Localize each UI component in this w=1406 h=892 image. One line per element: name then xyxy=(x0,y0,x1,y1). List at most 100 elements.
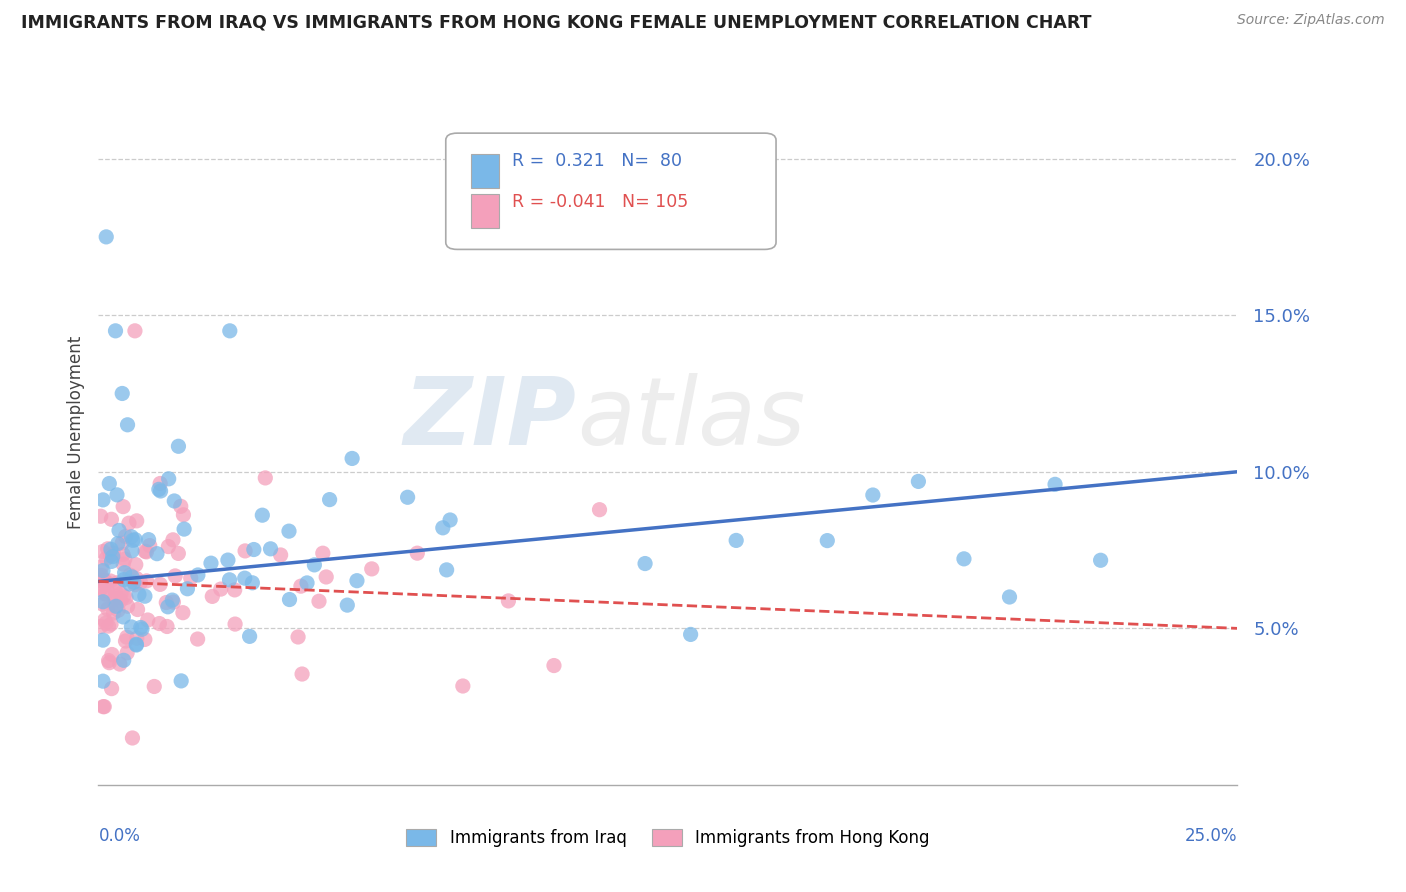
Point xyxy=(90,574,112,588)
Point xyxy=(125,637,148,651)
Point xyxy=(115,646,138,660)
Point xyxy=(291,667,314,681)
Point xyxy=(340,451,363,466)
Point xyxy=(118,577,141,591)
Point xyxy=(498,594,520,608)
Point xyxy=(149,483,172,498)
Point xyxy=(91,674,114,689)
Point xyxy=(96,583,118,598)
Point xyxy=(295,575,318,590)
Point xyxy=(117,599,139,614)
Point xyxy=(135,574,157,588)
Point xyxy=(91,564,114,578)
Point xyxy=(120,620,142,634)
Point xyxy=(172,606,194,620)
Point xyxy=(121,731,143,745)
Point xyxy=(134,632,156,647)
Point xyxy=(157,472,180,486)
Point xyxy=(217,553,239,567)
Point xyxy=(278,524,301,538)
Point xyxy=(224,617,246,632)
Point xyxy=(112,610,135,624)
Point xyxy=(94,551,117,566)
Point xyxy=(180,571,202,585)
Point xyxy=(91,597,114,611)
Point xyxy=(304,558,326,572)
Point xyxy=(111,386,134,401)
Point xyxy=(114,552,136,566)
Point xyxy=(107,575,129,590)
Point xyxy=(121,570,143,584)
Point xyxy=(120,530,142,544)
Point xyxy=(100,574,122,588)
Point xyxy=(200,556,222,570)
Point xyxy=(104,591,127,606)
Point xyxy=(346,574,368,588)
Point xyxy=(124,578,146,592)
Point xyxy=(254,471,277,485)
Text: 25.0%: 25.0% xyxy=(1185,827,1237,846)
Point xyxy=(100,617,122,632)
Point xyxy=(318,492,340,507)
Point xyxy=(156,599,179,614)
Point xyxy=(90,619,112,633)
Point xyxy=(90,581,112,595)
Point xyxy=(862,488,884,502)
Point xyxy=(125,638,148,652)
Point xyxy=(105,488,128,502)
Point xyxy=(172,508,194,522)
Point xyxy=(97,654,120,668)
Point xyxy=(122,533,145,548)
Point xyxy=(100,549,122,563)
Point xyxy=(129,620,152,634)
Point xyxy=(290,579,312,593)
Legend: Immigrants from Iraq, Immigrants from Hong Kong: Immigrants from Iraq, Immigrants from Ho… xyxy=(406,829,929,847)
Point xyxy=(108,524,131,538)
Point xyxy=(104,583,127,598)
Point xyxy=(679,627,702,641)
Point xyxy=(998,590,1021,604)
Point xyxy=(315,570,337,584)
Point xyxy=(451,679,474,693)
Point xyxy=(93,699,115,714)
Point xyxy=(439,513,461,527)
Point xyxy=(165,569,187,583)
Point xyxy=(588,502,610,516)
Point xyxy=(115,630,138,644)
Point xyxy=(101,549,124,564)
Text: ZIP: ZIP xyxy=(404,373,576,465)
Point xyxy=(107,603,129,617)
Point xyxy=(112,500,135,514)
Point xyxy=(122,575,145,590)
Point xyxy=(97,541,120,556)
Point xyxy=(360,562,382,576)
Point xyxy=(167,546,190,560)
Point xyxy=(101,648,124,662)
Point xyxy=(90,560,112,574)
Point xyxy=(91,633,114,648)
Point xyxy=(134,544,156,558)
Point xyxy=(90,582,112,597)
Point xyxy=(259,541,281,556)
Point xyxy=(96,575,118,590)
Point xyxy=(97,619,120,633)
Point xyxy=(90,570,112,584)
Point xyxy=(115,591,138,605)
Point xyxy=(148,483,170,497)
Point xyxy=(100,554,122,568)
Y-axis label: Female Unemployment: Female Unemployment xyxy=(66,336,84,529)
Point xyxy=(103,599,125,613)
Point xyxy=(90,568,112,582)
Point xyxy=(103,546,125,560)
Point xyxy=(634,557,657,571)
Point xyxy=(127,602,149,616)
Point xyxy=(287,630,309,644)
Point xyxy=(406,546,429,560)
Point xyxy=(146,547,169,561)
Point xyxy=(91,595,114,609)
Text: R = -0.041   N= 105: R = -0.041 N= 105 xyxy=(512,194,688,211)
Point xyxy=(156,619,179,633)
Point xyxy=(243,542,266,557)
Point xyxy=(94,616,117,631)
Point xyxy=(98,656,121,670)
